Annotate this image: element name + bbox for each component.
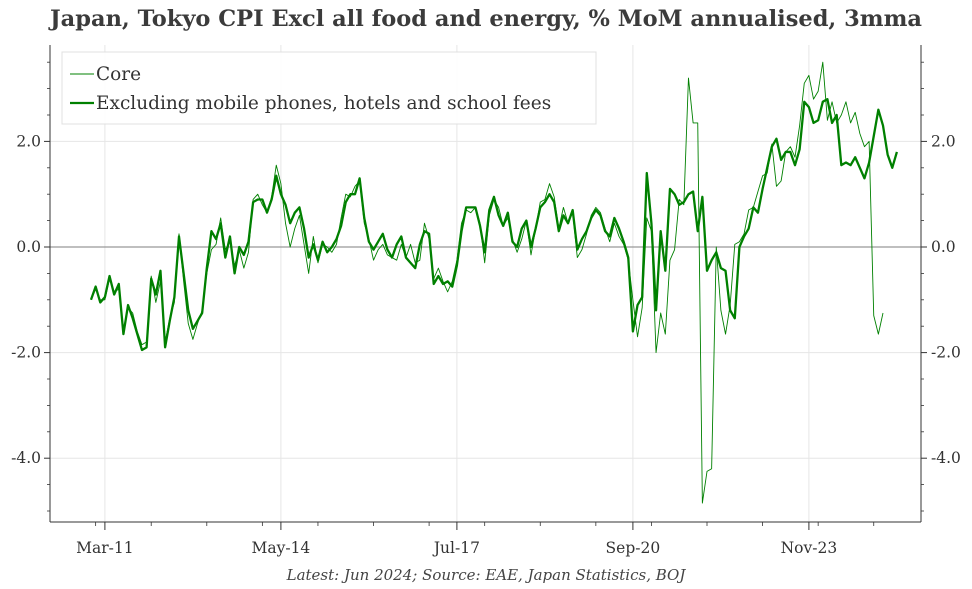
chart-title: Japan, Tokyo CPI Excl all food and energ… [50,6,922,32]
xtick-label-2: Jul-17 [432,539,480,557]
xtick-label-4: Nov-23 [781,539,838,557]
ytick-label-left-0: -4.0 [11,449,41,467]
xtick-label-1: May-14 [251,539,310,557]
series-line-0 [90,61,884,504]
ytick-label-right-2: 0.0 [931,238,956,256]
xtick-label-0: Mar-11 [76,539,133,557]
ytick-label-left-1: -2.0 [11,344,41,362]
legend: Core Excluding mobile phones, hotels and… [61,51,597,125]
xtick-label-3: Sep-20 [606,539,661,557]
series-line-1 [89,98,898,352]
ytick-label-right-1: -2.0 [931,344,961,362]
legend-label-core: Core [96,64,141,85]
legend-box [61,51,597,125]
legend-label-excluding: Excluding mobile phones, hotels and scho… [96,93,551,114]
ytick-label-left-3: 2.0 [16,132,41,150]
ytick-label-right-3: 2.0 [931,132,956,150]
ytick-label-right-0: -4.0 [931,449,961,467]
series-layer [89,61,898,504]
axes: -4.0 -4.0 -2.0 -2.0 0.0 0.0 2.0 2.0 Mar-11 May-14… [11,45,961,557]
ytick-label-left-2: 0.0 [16,238,41,256]
chart-footer: Latest: Jun 2024; Source: EAE, Japan Sta… [286,566,686,584]
